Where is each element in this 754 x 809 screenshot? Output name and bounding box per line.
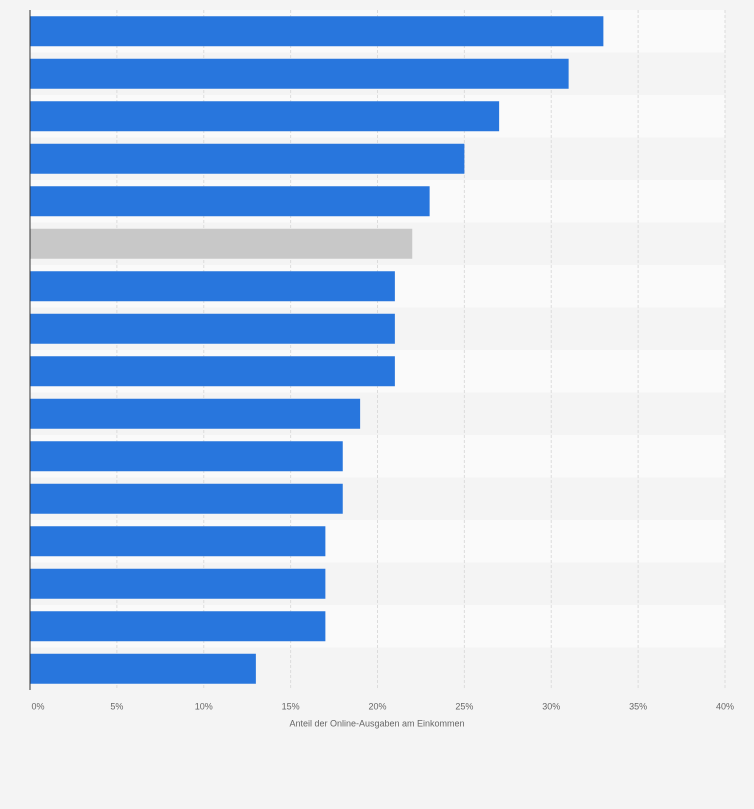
x-tick-label: 5% xyxy=(110,701,123,711)
bar xyxy=(30,568,326,599)
bar xyxy=(30,16,604,47)
bar xyxy=(30,526,326,557)
bar xyxy=(30,271,395,302)
bar xyxy=(30,398,361,429)
x-tick-label: 10% xyxy=(195,701,213,711)
x-tick-label: 15% xyxy=(282,701,300,711)
bar xyxy=(30,356,395,387)
bar xyxy=(30,653,256,684)
bar xyxy=(30,58,569,89)
x-tick-label: 30% xyxy=(542,701,560,711)
bar xyxy=(30,186,430,217)
bar xyxy=(30,228,413,259)
bar xyxy=(30,101,500,132)
x-tick-label: 25% xyxy=(455,701,473,711)
x-tick-label: 35% xyxy=(629,701,647,711)
x-axis-label: Anteil der Online-Ausgaben am Einkommen xyxy=(289,718,464,728)
x-tick-label: 40% xyxy=(716,701,734,711)
bar xyxy=(30,143,465,174)
bar xyxy=(30,313,395,344)
bar xyxy=(30,441,343,472)
bar xyxy=(30,611,326,642)
bar xyxy=(30,483,343,514)
x-tick-label: 20% xyxy=(368,701,386,711)
x-tick-label: 0% xyxy=(31,701,44,711)
